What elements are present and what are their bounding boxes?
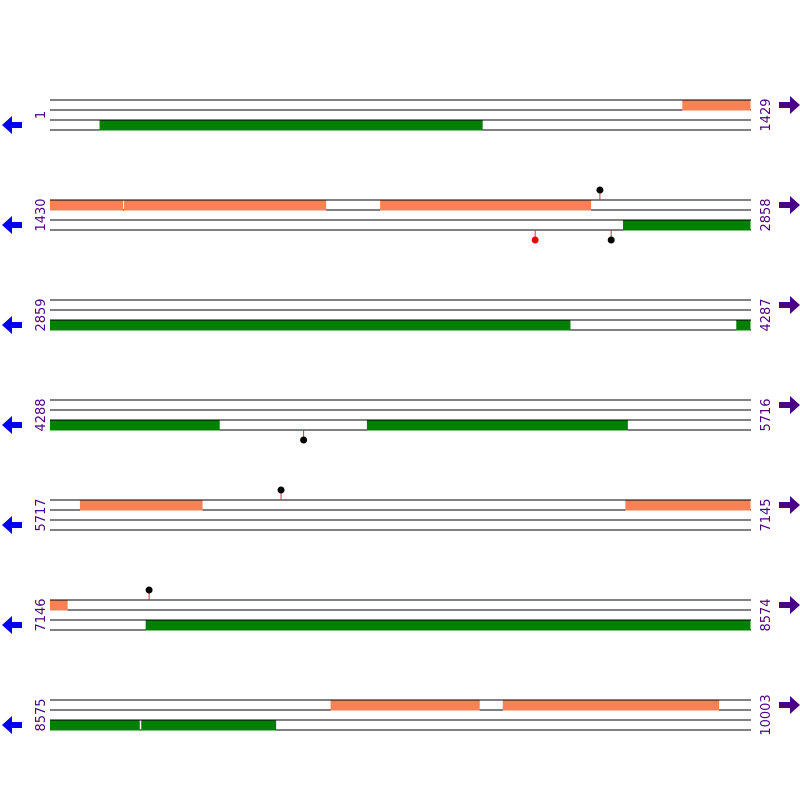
start-position-label: 5717 (34, 498, 49, 531)
reverse-feature[interactable] (50, 720, 140, 731)
reverse-feature[interactable] (736, 320, 751, 331)
sequence-row: 2859 4287 (2, 296, 800, 334)
sequence-row: 8575 10003 (2, 694, 800, 736)
end-position-label: 5716 (759, 398, 774, 431)
site-marker[interactable] (277, 486, 285, 501)
start-position-label: 7146 (34, 598, 49, 631)
forward-feature[interactable] (50, 600, 68, 611)
right-arrow-icon (779, 96, 800, 114)
forward-feature[interactable] (79, 500, 203, 511)
site-marker[interactable] (596, 186, 604, 201)
reverse-feature[interactable] (99, 120, 483, 131)
left-arrow-icon (2, 516, 22, 534)
sequence-row: 1430 2858 (2, 186, 800, 244)
end-position-label: 7145 (759, 498, 774, 531)
start-position-label: 4288 (34, 398, 49, 431)
reverse-feature[interactable] (622, 220, 751, 231)
start-position-label: 1430 (34, 198, 49, 231)
reverse-feature[interactable] (50, 420, 220, 431)
left-arrow-icon (2, 216, 22, 234)
start-position-label: 8575 (34, 698, 49, 731)
left-arrow-icon (2, 416, 22, 434)
left-arrow-icon (2, 316, 22, 334)
right-arrow-icon (779, 696, 800, 714)
forward-feature[interactable] (330, 700, 480, 711)
site-marker[interactable] (145, 586, 153, 601)
reverse-feature[interactable] (145, 620, 751, 631)
start-position-label: 2859 (34, 298, 49, 331)
left-arrow-icon (2, 716, 22, 734)
sequence-row: 1 1429 (2, 96, 800, 134)
sequence-row: 5717 7145 (2, 486, 800, 534)
forward-feature[interactable] (502, 700, 720, 711)
reverse-feature[interactable] (50, 320, 571, 331)
right-arrow-icon (779, 596, 800, 614)
site-marker[interactable] (607, 230, 615, 244)
reverse-feature[interactable] (366, 420, 628, 431)
end-position-label: 4287 (759, 298, 774, 331)
site-marker[interactable] (531, 230, 539, 244)
left-arrow-icon (2, 116, 22, 134)
sequence-row: 4288 5716 (2, 396, 800, 444)
start-position-label: 1 (34, 111, 49, 119)
site-marker[interactable] (300, 430, 308, 444)
end-position-label: 2858 (759, 198, 774, 231)
right-arrow-icon (779, 396, 800, 414)
reverse-feature[interactable] (141, 720, 277, 731)
end-position-label: 8574 (759, 598, 774, 631)
end-position-label: 1429 (759, 98, 774, 131)
forward-feature[interactable] (380, 200, 592, 211)
right-arrow-icon (779, 496, 800, 514)
forward-feature[interactable] (50, 200, 124, 211)
right-arrow-icon (779, 296, 800, 314)
sequence-row: 7146 8574 (2, 586, 800, 634)
forward-feature[interactable] (124, 200, 327, 211)
right-arrow-icon (779, 196, 800, 214)
forward-feature[interactable] (682, 100, 751, 111)
left-arrow-icon (2, 616, 22, 634)
forward-feature[interactable] (625, 500, 751, 511)
end-position-label: 10003 (759, 694, 774, 735)
